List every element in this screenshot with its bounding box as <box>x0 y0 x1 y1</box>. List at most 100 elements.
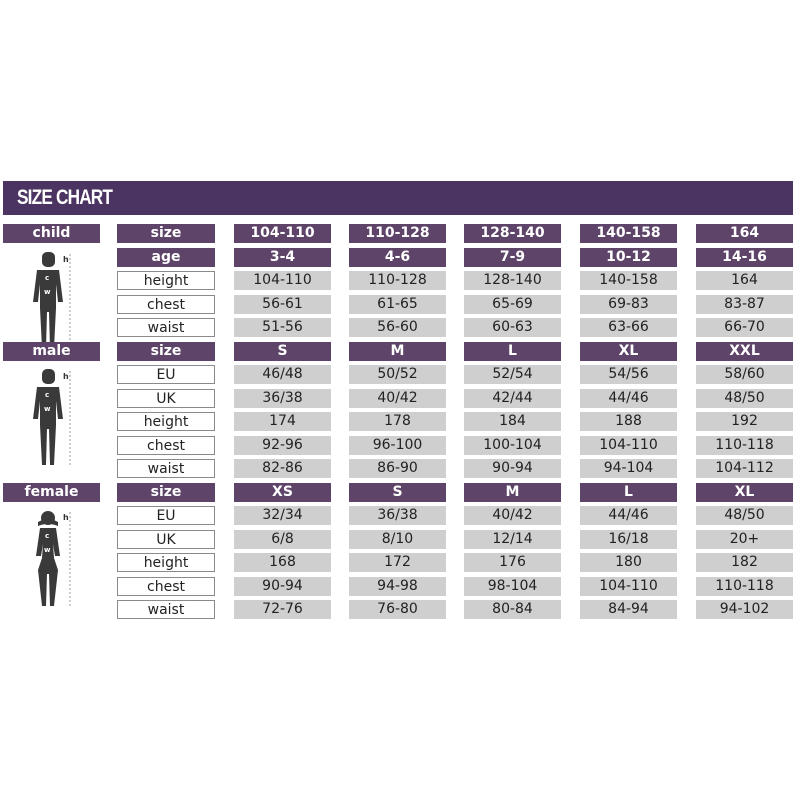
page-title: SIZE CHART <box>17 186 113 209</box>
table-cell: 12/14 <box>464 529 561 549</box>
table-cell: 140-158 <box>580 271 677 290</box>
table-cell: 44/46 <box>580 388 677 408</box>
table-cell: 188 <box>580 412 677 431</box>
table-cell: L <box>580 482 677 502</box>
table-cell: 46/48 <box>234 365 331 384</box>
table-cell: 83-87 <box>696 294 793 314</box>
table-cell: 128-140 <box>464 271 561 290</box>
table-cell: 32/34 <box>234 506 331 525</box>
table-cell: 48/50 <box>696 388 793 408</box>
table-cell: 42/44 <box>464 388 561 408</box>
table-cell: 90-94 <box>234 576 331 596</box>
waist-mark: w <box>44 288 51 296</box>
row-label-height: height <box>117 553 215 572</box>
table-cell: 176 <box>464 553 561 572</box>
chest-mark: c <box>45 274 49 282</box>
table-cell: 98-104 <box>464 576 561 596</box>
child-silhouette-icon: h c w <box>30 250 78 358</box>
table-cell: XL <box>696 482 793 502</box>
table-cell: 96-100 <box>349 435 446 455</box>
row-label-chest: chest <box>117 576 215 596</box>
table-cell: 128-140 <box>464 224 561 243</box>
table-cell: 110-118 <box>696 576 793 596</box>
row-label-eu: EU <box>117 506 215 525</box>
table-cell: 66-70 <box>696 318 793 337</box>
table-cell: 52/54 <box>464 365 561 384</box>
group-label-child: child <box>3 224 100 243</box>
table-cell: M <box>349 341 446 361</box>
table-cell: 104-110 <box>580 435 677 455</box>
chest-mark: c <box>45 532 49 540</box>
row-label-size: size <box>117 224 215 243</box>
row-label-waist: waist <box>117 318 215 337</box>
table-cell: 90-94 <box>464 459 561 478</box>
table-cell: XL <box>580 341 677 361</box>
row-label-chest: chest <box>117 435 215 455</box>
table-cell: 20+ <box>696 529 793 549</box>
row-label-size: size <box>117 341 215 361</box>
table-cell: 94-98 <box>349 576 446 596</box>
table-cell: 184 <box>464 412 561 431</box>
row-label-height: height <box>117 271 215 290</box>
table-cell: 192 <box>696 412 793 431</box>
table-cell: 168 <box>234 553 331 572</box>
table-cell: M <box>464 482 561 502</box>
table-cell: 50/52 <box>349 365 446 384</box>
waist-mark: w <box>44 405 51 413</box>
chest-mark: c <box>45 391 49 399</box>
group-label-female: female <box>3 482 100 502</box>
male-silhouette-icon: h c w <box>30 367 78 475</box>
title-bar: SIZE CHART <box>3 181 793 215</box>
table-cell: 180 <box>580 553 677 572</box>
table-cell: 54/56 <box>580 365 677 384</box>
table-cell: 4-6 <box>349 247 446 267</box>
table-cell: 60-63 <box>464 318 561 337</box>
female-silhouette-icon: h c w <box>30 508 78 616</box>
table-cell: 178 <box>349 412 446 431</box>
table-cell: 44/46 <box>580 506 677 525</box>
height-mark: h <box>63 255 69 264</box>
table-cell: 80-84 <box>464 600 561 619</box>
table-cell: 140-158 <box>580 224 677 243</box>
row-label-uk: UK <box>117 388 215 408</box>
table-cell: 182 <box>696 553 793 572</box>
table-cell: 40/42 <box>349 388 446 408</box>
table-cell: 164 <box>696 271 793 290</box>
row-label-age: age <box>117 247 215 267</box>
group-label-male: male <box>3 341 100 361</box>
table-cell: 58/60 <box>696 365 793 384</box>
table-cell: 110-118 <box>696 435 793 455</box>
row-label-eu: EU <box>117 365 215 384</box>
table-cell: 110-128 <box>349 224 446 243</box>
table-cell: S <box>349 482 446 502</box>
table-cell: 94-102 <box>696 600 793 619</box>
table-cell: L <box>464 341 561 361</box>
height-mark: h <box>63 372 69 381</box>
row-label-size: size <box>117 482 215 502</box>
waist-mark: w <box>44 546 51 554</box>
table-cell: 92-96 <box>234 435 331 455</box>
table-cell: 104-110 <box>580 576 677 596</box>
table-cell: 104-112 <box>696 459 793 478</box>
table-cell: 82-86 <box>234 459 331 478</box>
table-cell: 72-76 <box>234 600 331 619</box>
table-cell: 110-128 <box>349 271 446 290</box>
table-cell: 36/38 <box>349 506 446 525</box>
row-label-waist: waist <box>117 459 215 478</box>
table-cell: 69-83 <box>580 294 677 314</box>
table-cell: 56-61 <box>234 294 331 314</box>
row-label-height: height <box>117 412 215 431</box>
table-cell: 76-80 <box>349 600 446 619</box>
table-cell: 104-110 <box>234 271 331 290</box>
table-cell: 104-110 <box>234 224 331 243</box>
table-cell: XXL <box>696 341 793 361</box>
table-cell: 61-65 <box>349 294 446 314</box>
row-label-uk: UK <box>117 529 215 549</box>
table-cell: 65-69 <box>464 294 561 314</box>
table-cell: S <box>234 341 331 361</box>
table-cell: 94-104 <box>580 459 677 478</box>
table-cell: 86-90 <box>349 459 446 478</box>
table-cell: 7-9 <box>464 247 561 267</box>
table-cell: 164 <box>696 224 793 243</box>
table-cell: 8/10 <box>349 529 446 549</box>
